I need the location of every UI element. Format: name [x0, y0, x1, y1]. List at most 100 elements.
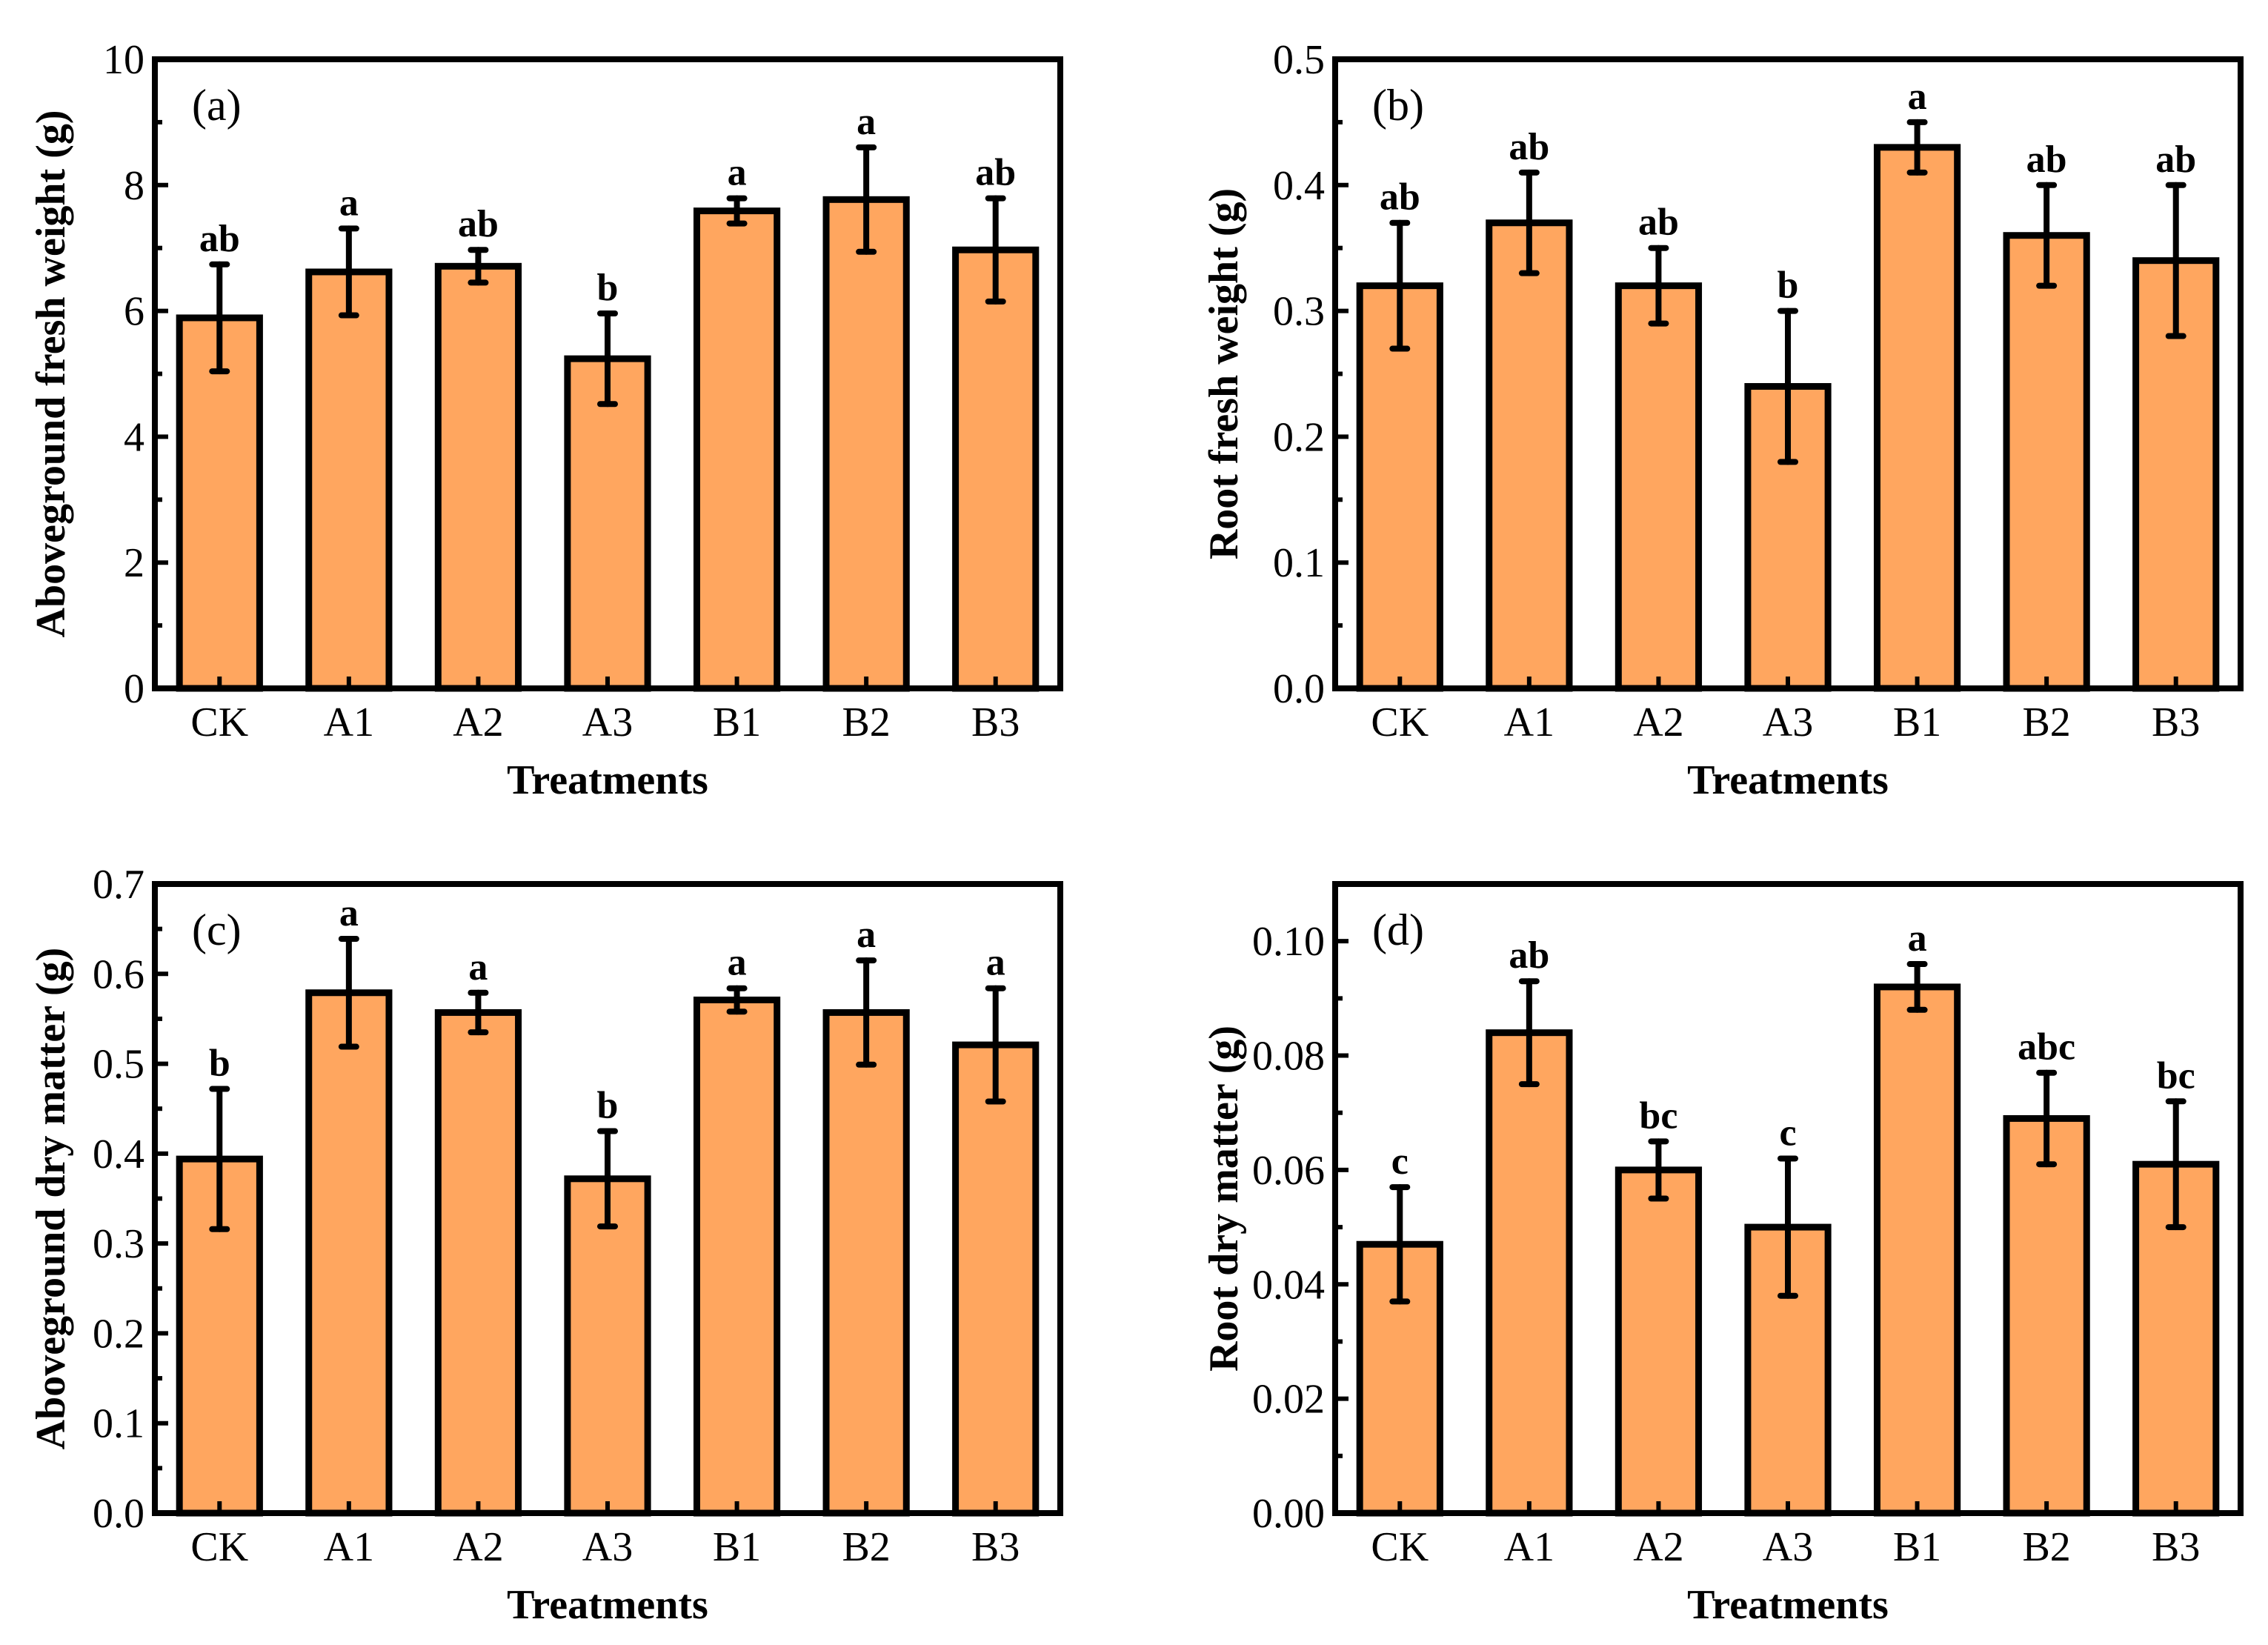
significance-letter: a: [857, 914, 876, 956]
significance-letter: a: [857, 101, 876, 143]
significance-letter: a: [339, 892, 359, 934]
x-tick-label: B1: [1893, 1524, 1941, 1570]
error-bar-B1: [1906, 961, 1928, 1013]
y-tick-label: 8: [124, 163, 144, 209]
significance-letter: b: [1778, 265, 1799, 307]
bar-A1: [305, 268, 393, 692]
y-axis-label: Root fresh weight (g): [1201, 188, 1247, 559]
error-bar-CK: [1389, 219, 1411, 352]
significance-letter: b: [209, 1043, 230, 1085]
significance-letter: a: [1908, 76, 1927, 118]
error-bar-A2: [468, 247, 489, 286]
bar-B3: [952, 246, 1040, 692]
significance-letter: a: [1908, 917, 1927, 960]
y-tick-label: 10: [103, 37, 144, 83]
error-bar-A1: [1518, 169, 1540, 276]
bar-A1: [1486, 1029, 1573, 1517]
x-axis-label: Treatments: [507, 757, 708, 803]
x-tick-label: CK: [190, 699, 248, 745]
error-bar-A3: [1778, 308, 1798, 465]
y-tick-label: 0.4: [1273, 163, 1325, 209]
y-tick-label: 0: [124, 666, 144, 712]
bar-B2: [822, 1008, 910, 1517]
plot-frame: [152, 881, 1063, 1516]
y-tick-label: 0.02: [1252, 1377, 1325, 1423]
x-tick-label: A2: [1633, 1524, 1683, 1570]
error-bar-A3: [597, 310, 618, 408]
significance-letter: ab: [458, 203, 499, 245]
bar-B1: [693, 207, 781, 692]
error-bar-B3: [2165, 182, 2186, 339]
panel-label: (a): [192, 81, 242, 130]
x-tick-label: B3: [2152, 699, 2200, 745]
significance-letter: ab: [975, 152, 1016, 194]
significance-letter: ab: [2155, 139, 2196, 181]
x-tick-label: B2: [842, 699, 890, 745]
significance-letter: a: [986, 942, 1005, 984]
significance-letter: ab: [1638, 202, 1679, 244]
plot-frame: [152, 56, 1063, 691]
significance-letter: ab: [1380, 176, 1420, 219]
x-tick-label: B1: [713, 699, 761, 745]
y-tick-label: 0.2: [93, 1311, 144, 1357]
panel-c: b CK a A1 a A2 b A3 a B1 a B2 a B3 0.0 0.1 0.2 0.3 0.4 0.5 0…: [28, 862, 1063, 1628]
significance-letter: a: [339, 182, 359, 224]
x-tick-label: CK: [1371, 1524, 1429, 1570]
bar-B1: [693, 996, 781, 1517]
panel-b: ab CK ab A1 ab A2 b A3 a B1 ab B2 ab B3 0.0 0.1 0.2 0.3 0.…: [1201, 37, 2244, 803]
x-axis-label: Treatments: [1687, 1582, 1889, 1628]
error-bar-CK: [1389, 1184, 1411, 1305]
significance-letter: ab: [2026, 139, 2067, 181]
significance-letter: ab: [199, 218, 240, 260]
bar-A3: [564, 355, 651, 692]
y-tick-label: 0.06: [1252, 1148, 1325, 1194]
x-axis-label: Treatments: [1687, 757, 1889, 803]
bar-A2: [1614, 1166, 1703, 1517]
error-bar-A2: [1648, 1138, 1669, 1202]
bar-B2: [2003, 232, 2090, 692]
error-bar-B3: [985, 195, 1006, 305]
significance-letter: ab: [1509, 126, 1549, 168]
y-tick-label: 0.0: [93, 1491, 144, 1537]
x-tick-label: B2: [2022, 1524, 2070, 1570]
error-bar-A2: [1648, 245, 1669, 327]
bar-A2: [1614, 282, 1703, 692]
error-bar-A3: [597, 1128, 618, 1230]
x-tick-label: A3: [582, 699, 633, 745]
error-bar-A3: [1778, 1155, 1798, 1299]
bar-A1: [305, 989, 393, 1517]
y-tick-label: 4: [124, 414, 144, 460]
x-axis-label: Treatments: [507, 1582, 708, 1628]
y-tick-label: 2: [124, 540, 144, 586]
x-tick-label: A2: [1633, 699, 1683, 745]
bar-B2: [2003, 1114, 2090, 1517]
y-tick-label: 6: [124, 289, 144, 335]
error-bar-A1: [338, 935, 359, 1050]
bar-CK: [1356, 282, 1443, 692]
y-tick-label: 0.1: [1273, 540, 1325, 586]
y-tick-label: 0.08: [1252, 1034, 1325, 1080]
bar-B1: [1873, 144, 1961, 692]
bar-B3: [952, 1041, 1040, 1517]
x-tick-label: A3: [582, 1524, 633, 1570]
x-tick-label: B3: [2152, 1524, 2200, 1570]
x-tick-label: B2: [842, 1524, 890, 1570]
panel-label: (d): [1372, 905, 1424, 954]
x-tick-label: A1: [1504, 1524, 1554, 1570]
bar-B2: [822, 196, 910, 692]
significance-letter: a: [728, 152, 747, 194]
bar-B1: [1873, 983, 1961, 1517]
significance-letter: bc: [2157, 1054, 2195, 1097]
error-bar-B2: [856, 957, 877, 1068]
error-bar-B1: [726, 195, 748, 227]
bar-A2: [434, 262, 522, 692]
y-tick-label: 0.0: [1273, 666, 1325, 712]
y-tick-label: 0.04: [1252, 1262, 1325, 1308]
significance-letter: ab: [1509, 934, 1549, 977]
y-tick-label: 0.5: [1273, 37, 1325, 83]
y-tick-label: 0.3: [1273, 289, 1325, 335]
x-tick-label: B3: [971, 1524, 1020, 1570]
error-bar-B3: [2165, 1098, 2186, 1231]
y-tick-label: 0.7: [93, 862, 144, 908]
